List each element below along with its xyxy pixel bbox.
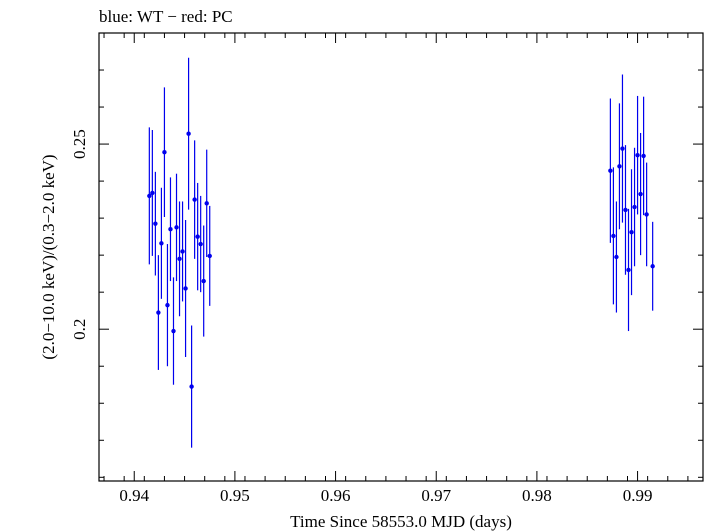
data-point: [156, 310, 161, 315]
y-tick-label: 0.25: [70, 129, 89, 159]
data-point: [159, 241, 164, 246]
y-axis-label: (2.0−10.0 keV)/(0.3−2.0 keV): [39, 154, 58, 359]
x-tick-label: 0.94: [119, 486, 149, 505]
data-point: [641, 153, 646, 159]
data-point: [632, 204, 637, 210]
data-point: [204, 201, 209, 206]
data-points: [147, 57, 655, 448]
data-point: [171, 328, 176, 334]
data-point: [614, 254, 619, 260]
y-tick-label: 0.2: [70, 319, 89, 340]
data-point: [168, 227, 173, 232]
data-point: [635, 152, 640, 158]
data-point: [162, 150, 167, 155]
data-point: [189, 384, 194, 389]
x-tick-label: 0.98: [522, 486, 552, 505]
data-point: [207, 253, 212, 259]
x-tick-label: 0.99: [623, 486, 653, 505]
data-point: [638, 191, 643, 197]
data-point: [629, 229, 634, 235]
plot-frame: [98, 32, 704, 482]
data-point: [620, 146, 625, 151]
data-point: [180, 249, 185, 254]
data-point: [611, 233, 616, 239]
data-point: [177, 256, 182, 262]
data-point: [198, 241, 203, 247]
axis-ticks: [99, 32, 703, 481]
data-point: [608, 168, 613, 173]
data-point: [644, 212, 649, 217]
data-point: [150, 190, 155, 196]
chart-title: blue: WT − red: PC: [99, 7, 233, 26]
data-point: [147, 193, 152, 199]
data-point: [165, 302, 170, 308]
data-point: [153, 221, 158, 226]
data-point: [183, 286, 188, 291]
data-point: [186, 131, 191, 136]
x-axis-label: Time Since 58553.0 MJD (days): [290, 512, 512, 531]
x-tick-label: 0.96: [321, 486, 351, 505]
x-tick-label: 0.97: [421, 486, 451, 505]
data-point: [650, 264, 655, 269]
data-point: [195, 234, 200, 239]
x-tick-label: 0.95: [220, 486, 250, 505]
data-point: [626, 267, 631, 273]
data-point: [192, 197, 197, 202]
data-point: [617, 164, 622, 169]
axis-tick-labels: 0.94 0.95 0.96 0.97 0.98 0.99 0.2 0.25: [70, 129, 652, 505]
data-point: [201, 278, 206, 284]
data-point: [174, 225, 179, 230]
data-point: [623, 207, 628, 213]
